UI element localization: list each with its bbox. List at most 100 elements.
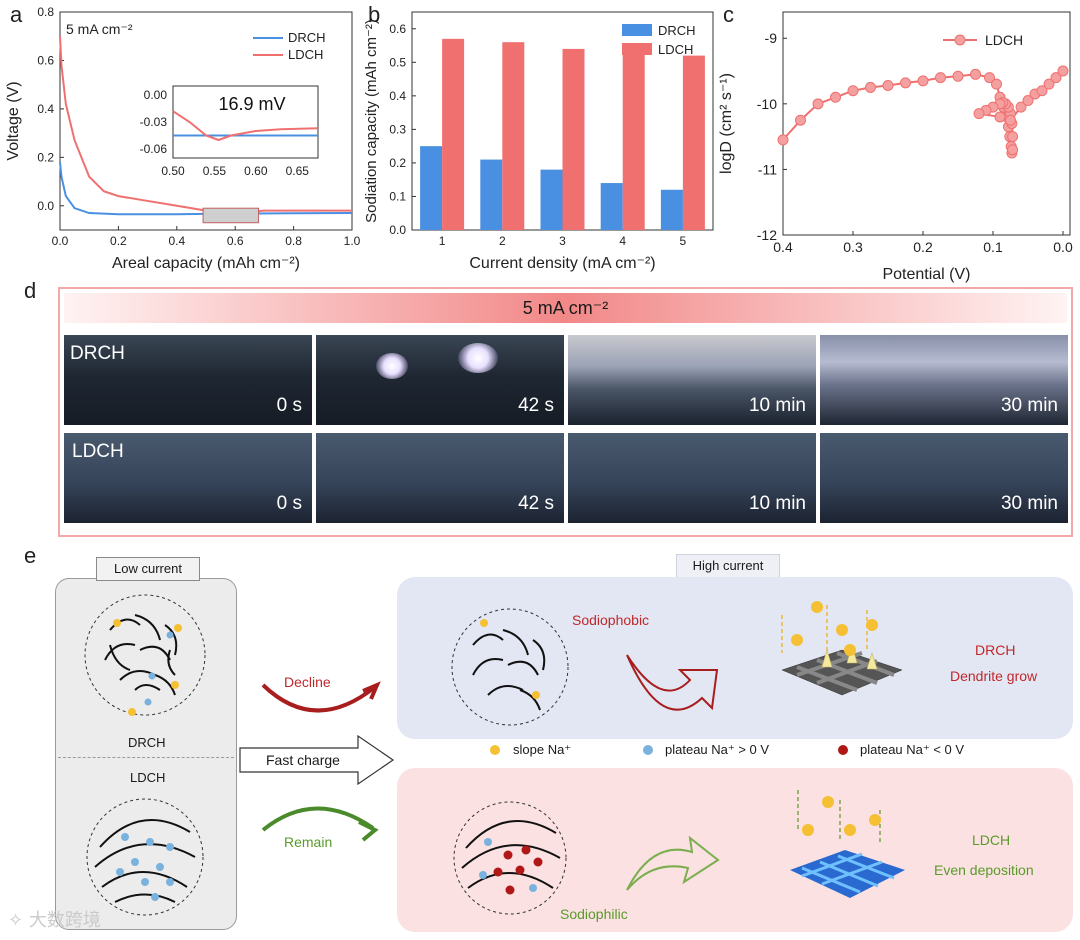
data-point bbox=[830, 91, 841, 103]
legend-label-ldch: LDCH bbox=[658, 42, 693, 57]
data-point bbox=[1015, 101, 1027, 113]
ldch-label-left: LDCH bbox=[130, 770, 166, 785]
legend-swatch-drch bbox=[622, 24, 652, 36]
plot-frame bbox=[59, 11, 353, 231]
decline-label: Decline bbox=[284, 674, 331, 690]
panel-d-header-text: 5 mA cm⁻² bbox=[522, 298, 609, 318]
time-label: 42 s bbox=[518, 395, 554, 416]
inset-label-delta: 16.9 mV bbox=[218, 94, 285, 114]
time-label: 0 s bbox=[276, 493, 302, 514]
y-tick-label: -12 bbox=[757, 227, 777, 243]
x-tick-label: 1 bbox=[439, 234, 446, 248]
ldch-even-mesh bbox=[790, 790, 905, 898]
ldch-right-label: LDCH bbox=[972, 832, 1011, 848]
data-point bbox=[900, 77, 911, 89]
legend-label-ldch: LDCH bbox=[985, 32, 1023, 48]
legend-label-drch: DRCH bbox=[288, 30, 326, 45]
data-point bbox=[917, 75, 929, 87]
bar-drch bbox=[540, 169, 563, 230]
dendrite-cluster bbox=[458, 343, 498, 373]
bar-ldch bbox=[442, 38, 465, 231]
y-tick-label: 0.5 bbox=[389, 55, 406, 69]
data-point bbox=[865, 81, 876, 93]
data-point bbox=[812, 98, 824, 110]
sodiophilic-label: Sodiophilic bbox=[560, 906, 628, 922]
fast-charge-arrow bbox=[239, 734, 395, 786]
y-tick-label: 0.1 bbox=[389, 189, 406, 203]
data-point bbox=[935, 72, 946, 84]
x-tick-label: 2 bbox=[499, 234, 506, 248]
x-tick-label: 0.0 bbox=[52, 234, 69, 248]
low-current-divider bbox=[58, 757, 234, 758]
x-tick-label: 4 bbox=[619, 234, 626, 248]
time-label: 10 min bbox=[748, 395, 806, 416]
y-tick-label: 0.0 bbox=[389, 223, 406, 237]
legend-slope-dot bbox=[490, 745, 500, 755]
inset-series-ldch bbox=[172, 110, 319, 142]
photo-ldch-42s: 42 s bbox=[316, 433, 564, 523]
x-tick-label: 3 bbox=[559, 234, 566, 248]
dendrite-grow-label: Dendrite grow bbox=[950, 668, 1038, 684]
bar-ldch bbox=[562, 48, 585, 231]
data-point bbox=[1007, 131, 1019, 143]
legend-label-ldch: LDCH bbox=[288, 47, 323, 62]
data-point bbox=[795, 114, 806, 126]
data-point bbox=[1007, 144, 1019, 156]
legend-plateau-pos-label: plateau Na⁺ > 0 V bbox=[665, 742, 770, 757]
y-tick-label: 0.6 bbox=[37, 53, 54, 67]
time-label: 30 min bbox=[1000, 493, 1058, 514]
green-hollow-arrow bbox=[626, 835, 720, 891]
legend-plateau-pos-dot bbox=[643, 745, 653, 755]
bar-drch bbox=[420, 146, 443, 230]
x-tick-label: 0.1 bbox=[983, 239, 1003, 255]
bar-ldch bbox=[682, 55, 705, 230]
legend-slope-label: slope Na⁺ bbox=[513, 742, 572, 757]
chart-c-logd: 0.4 0.3 0.2 0.1 0.0 -9 -10 -11 -12 Potential (V) l… bbox=[718, 11, 1073, 283]
photo-ldch-10min: 10 min bbox=[568, 433, 816, 523]
data-point bbox=[984, 72, 995, 84]
data-point bbox=[1043, 78, 1055, 90]
photo-drch-30min: 30 min bbox=[820, 335, 1068, 425]
y-tick-label: 0.2 bbox=[37, 150, 54, 164]
high-current-ldch-box bbox=[397, 768, 1073, 932]
drch-dendrite-mesh bbox=[781, 601, 903, 696]
y-axis-label: Sodiation capacity (mAh cm⁻²) bbox=[363, 19, 380, 223]
y-tick-label: 0.0 bbox=[37, 199, 54, 213]
data-point bbox=[1022, 95, 1034, 107]
bar-drch bbox=[600, 183, 623, 230]
photo-ldch-0s: LDCH 0 s bbox=[64, 433, 312, 523]
y-tick-label: -9 bbox=[765, 30, 778, 46]
bar-drch bbox=[480, 159, 503, 230]
data-point bbox=[1036, 85, 1048, 97]
photo-drch-0s: DRCH 0 s bbox=[64, 335, 312, 425]
photo-drch-10min: 10 min bbox=[568, 335, 816, 425]
data-point bbox=[994, 111, 1006, 123]
low-current-tag: Low current bbox=[96, 557, 200, 581]
x-tick-label: 0.8 bbox=[285, 234, 302, 248]
inset-x-tick-label: 0.50 bbox=[161, 164, 185, 178]
x-axis-label: Current density (mA cm⁻²) bbox=[469, 255, 655, 272]
drch-high-structure bbox=[451, 608, 569, 726]
y-tick-label: 0.6 bbox=[389, 22, 406, 36]
x-tick-label: 1.0 bbox=[344, 234, 361, 248]
annotation-current: 5 mA cm⁻² bbox=[66, 21, 133, 37]
data-point bbox=[973, 108, 985, 120]
legend-plateau-neg-label: plateau Na⁺ < 0 V bbox=[860, 742, 965, 757]
bar-ldch bbox=[622, 52, 645, 230]
y-tick-label: 0.4 bbox=[37, 102, 54, 116]
inset-x-tick-label: 0.65 bbox=[286, 164, 310, 178]
x-tick-label: 0.3 bbox=[843, 239, 863, 255]
x-tick-label: 0.2 bbox=[913, 239, 933, 255]
chart-a-voltage-profile: 0.0 0.2 0.4 0.6 0.8 1.0 0.0 0.2 0.4 0.6 0.8 Areal c… bbox=[5, 5, 361, 272]
y-tick-label: 0.4 bbox=[389, 89, 406, 103]
time-label: 0 s bbox=[276, 395, 302, 416]
even-deposition-label: Even deposition bbox=[934, 862, 1034, 878]
x-tick-label: 0.2 bbox=[110, 234, 127, 248]
photo-drch-42s: 42 s bbox=[316, 335, 564, 425]
x-tick-label: 0.4 bbox=[773, 239, 793, 255]
watermark-logo-icon: ✧ bbox=[8, 910, 24, 931]
ldch-high-structure bbox=[453, 801, 567, 915]
inset-frame bbox=[172, 85, 319, 159]
ldch-low-structure bbox=[86, 798, 204, 916]
zoom-region bbox=[202, 207, 260, 224]
